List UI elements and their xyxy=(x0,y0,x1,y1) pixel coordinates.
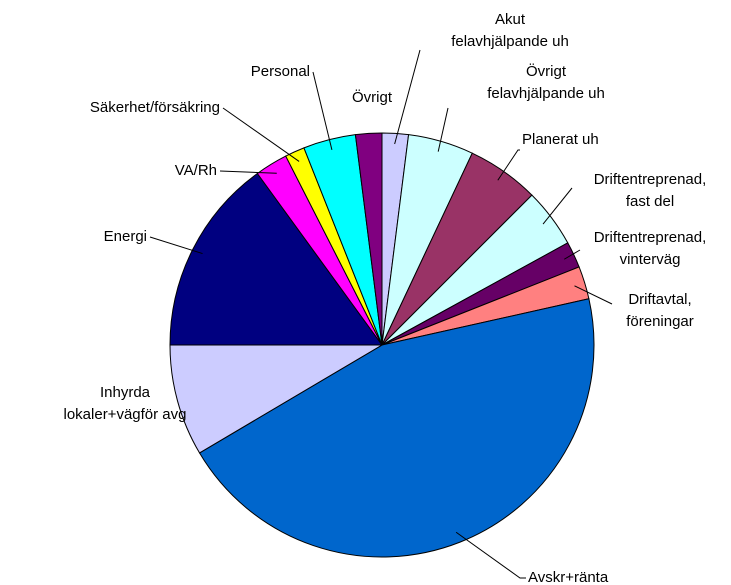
leader-line xyxy=(542,187,573,225)
pie-slice xyxy=(169,172,383,346)
slice-label: felavhjälpande uh xyxy=(451,33,569,50)
slice-label: Driftentreprenad, xyxy=(594,171,707,188)
slice-label: Inhyrda xyxy=(100,384,151,401)
pie-slice xyxy=(354,132,383,346)
slice-label: fast del xyxy=(626,193,674,210)
slice-label: vinterväg xyxy=(620,251,681,268)
slice-label: Övrigt xyxy=(352,88,393,106)
slice-label: Personal xyxy=(251,63,310,80)
leader-line xyxy=(437,107,449,152)
leader-line xyxy=(149,236,203,255)
slice-label: Energi xyxy=(104,228,147,245)
slice-label: felavhjälpande uh xyxy=(487,85,605,102)
slice-label: Driftentreprenad, xyxy=(594,229,707,246)
leader-line xyxy=(563,249,581,260)
pie-slice xyxy=(198,298,595,558)
leader-line xyxy=(222,107,300,162)
slice-label: Säkerhet/försäkring xyxy=(90,99,220,116)
slice-label: föreningar xyxy=(626,313,694,330)
leader-line xyxy=(455,531,526,579)
slice-label: Övrigt xyxy=(526,62,567,80)
slice-label: lokaler+vägför avg xyxy=(64,406,187,423)
slice-label: Driftavtal, xyxy=(628,291,691,308)
leader-line xyxy=(312,71,333,151)
slice-label: Avskr+ränta xyxy=(528,569,609,585)
slice-label: VA/Rh xyxy=(175,162,217,179)
slice-label: Akut xyxy=(495,11,526,28)
leader-line xyxy=(574,285,613,305)
slice-label: Planerat uh xyxy=(522,131,599,148)
leader-line xyxy=(497,149,520,181)
pie-slice xyxy=(169,344,384,454)
leader-line xyxy=(394,49,421,145)
leader-line xyxy=(219,170,277,174)
